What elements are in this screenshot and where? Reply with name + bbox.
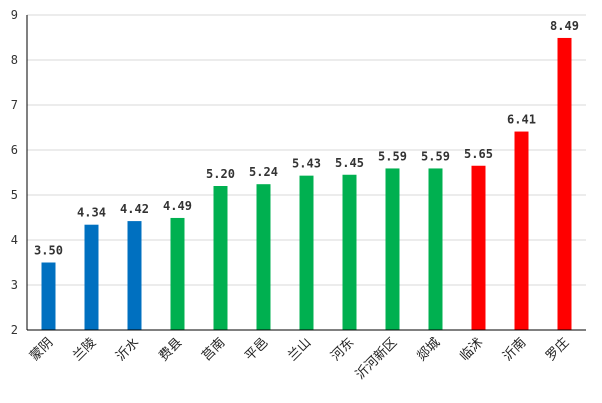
- y-tick-label: 9: [11, 8, 18, 22]
- data-label: 4.34: [77, 206, 106, 220]
- category-label: 河东: [328, 335, 357, 364]
- category-label: 罗庄: [543, 335, 573, 365]
- bar: [84, 224, 99, 330]
- bar: [471, 165, 486, 330]
- category-label: 兰陵: [70, 335, 99, 364]
- data-label: 4.49: [163, 199, 192, 213]
- category-label: 郯城: [414, 335, 443, 364]
- bar: [213, 186, 228, 330]
- data-label: 5.45: [335, 156, 364, 170]
- category-label: 平邑: [242, 335, 271, 364]
- y-axis-ticks: 2 3 4 5 6 7 8 9: [11, 8, 18, 337]
- bar: [170, 217, 185, 330]
- data-label: 8.49: [550, 19, 579, 33]
- bar: [428, 168, 443, 330]
- y-tick-label: 4: [11, 233, 18, 247]
- data-label: 5.20: [206, 167, 235, 181]
- bar: [385, 168, 400, 330]
- bar: [514, 131, 529, 330]
- bar: [557, 37, 572, 330]
- data-label: 6.41: [507, 113, 536, 127]
- category-label: 沂水: [113, 335, 142, 364]
- y-tick-label: 2: [11, 323, 18, 337]
- data-label: 5.24: [249, 165, 278, 179]
- data-label: 5.59: [378, 149, 407, 163]
- y-tick-label: 6: [11, 143, 18, 157]
- category-label: 莒南: [199, 335, 229, 365]
- data-labels: 3.50 4.34 4.42 4.49 5.20 5.24 5.43 5.45 5.59 5.59…: [34, 19, 579, 258]
- y-tick-label: 7: [11, 98, 18, 112]
- bar: [41, 262, 56, 330]
- category-label: 沂南: [500, 335, 530, 365]
- bar: [256, 184, 271, 330]
- data-label: 5.43: [292, 157, 321, 171]
- category-label: 沂河新区: [352, 335, 400, 383]
- data-label: 5.65: [464, 147, 493, 161]
- category-label: 蒙阴: [27, 335, 56, 364]
- category-label: 兰山: [285, 335, 314, 364]
- y-tick-label: 5: [11, 188, 18, 202]
- category-label: 临沭: [457, 335, 486, 364]
- data-label: 4.42: [120, 202, 149, 216]
- y-tick-label: 8: [11, 53, 18, 67]
- bar: [299, 175, 314, 330]
- data-label: 5.59: [421, 149, 450, 163]
- category-label: 费县: [156, 335, 185, 364]
- data-label: 3.50: [34, 244, 63, 258]
- bar: [127, 221, 142, 330]
- y-tick-label: 3: [11, 278, 18, 292]
- bar: [342, 174, 357, 330]
- bars: [41, 37, 572, 330]
